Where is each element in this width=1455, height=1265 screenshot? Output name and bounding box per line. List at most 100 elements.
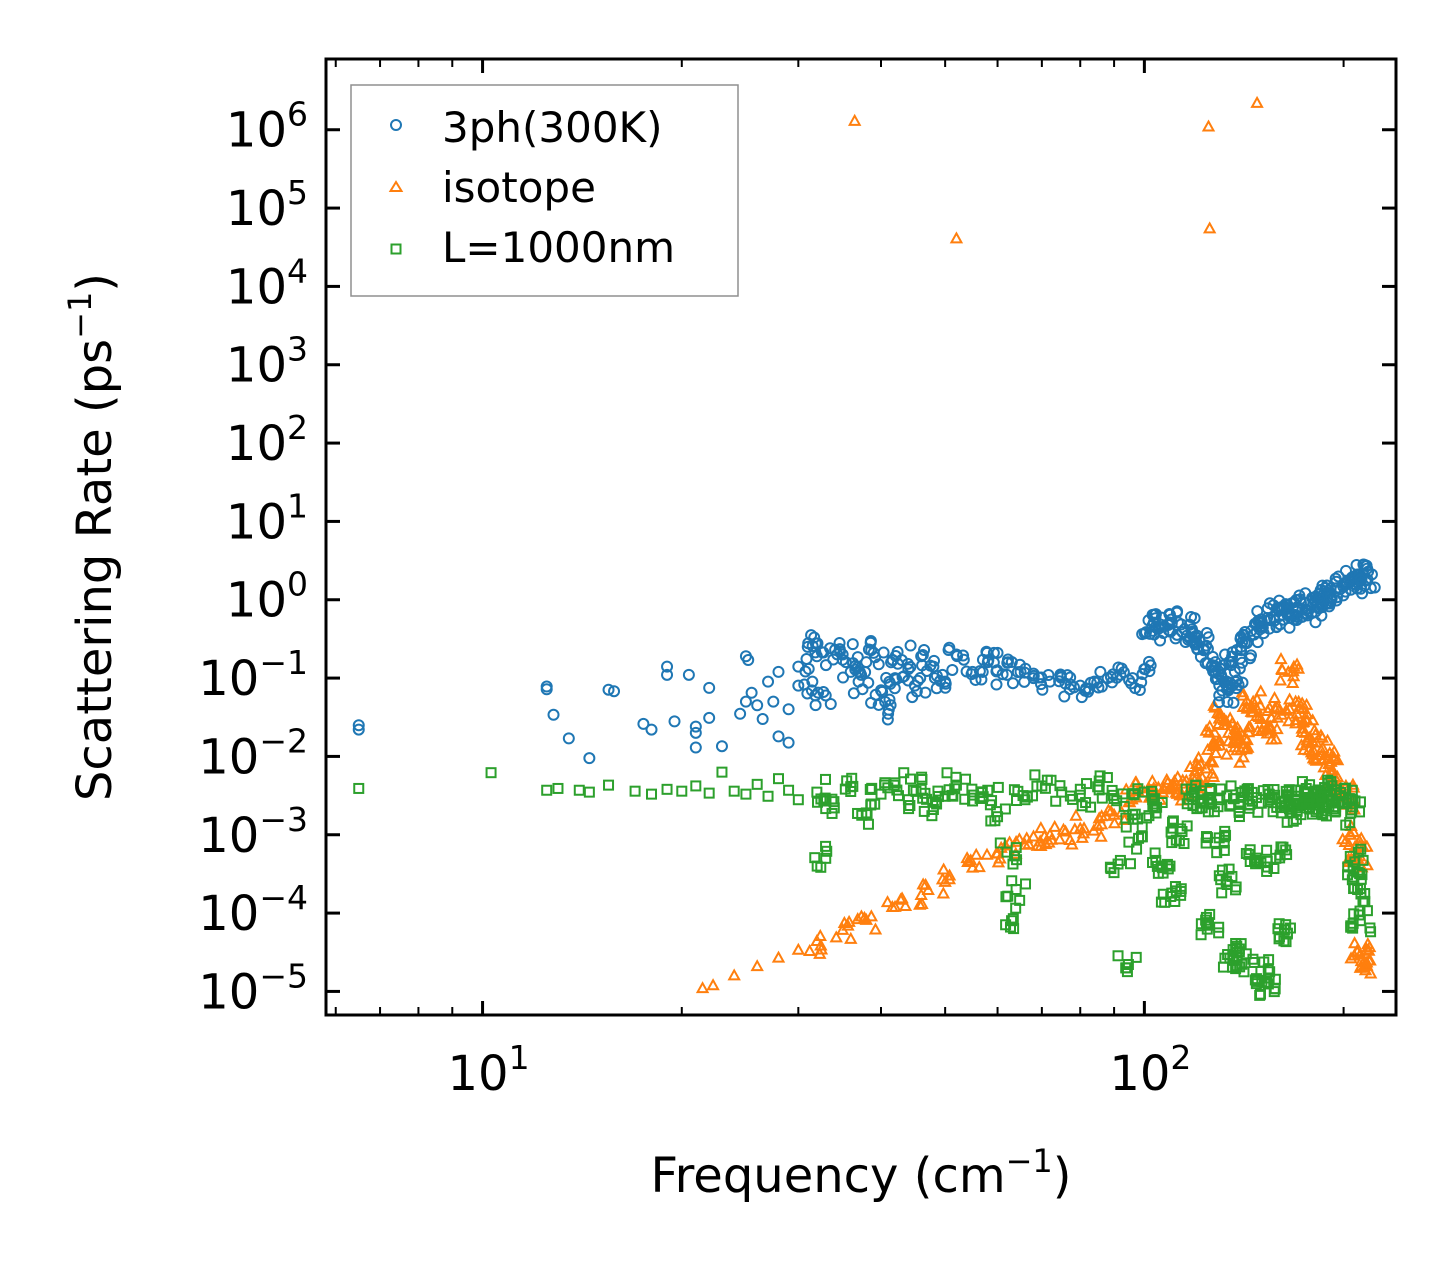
data-point-isotope [864,909,879,922]
data-point-isotope [1090,818,1105,831]
data-point-3ph-300k [1354,573,1367,586]
data-point-3ph-300k [859,666,872,679]
data-point-3ph-300k [1263,622,1276,635]
data-point-3ph-300k [1006,677,1019,690]
data-point-isotope [802,943,817,956]
data-point-l-1000nm [1348,908,1360,920]
data-point-l-1000nm [1354,806,1366,818]
data-point-3ph-300k [1227,696,1240,709]
data-point-3ph-300k [1219,658,1232,671]
data-point-isotope [1241,720,1256,733]
data-point-isotope [1195,770,1210,783]
data-point-l-1000nm [1248,956,1260,968]
data-point-l-1000nm [661,783,673,795]
data-point-l-1000nm [1167,822,1179,834]
data-point-isotope [1094,817,1109,830]
data-point-isotope [1209,746,1223,759]
data-point-l-1000nm [1233,811,1245,823]
data-point-3ph-300k [1274,602,1287,615]
data-point-isotope [964,853,978,866]
data-point-isotope [1189,756,1204,770]
data-point-isotope [898,898,913,912]
data-point-isotope [1279,703,1293,716]
data-point-3ph-300k [661,668,674,681]
data-point-isotope [965,860,980,873]
data-point-isotope [1056,822,1071,835]
axis-ticks [326,59,1396,1015]
data-point-l-1000nm [818,795,830,807]
data-point-l-1000nm [1050,795,1062,807]
data-point-isotope [1039,837,1053,850]
data-point-l-1000nm [1076,800,1088,812]
data-point-l-1000nm [1191,802,1203,814]
data-point-3ph-300k [824,698,837,711]
data-point-isotope [1206,769,1221,782]
data-point-l-1000nm [1054,780,1066,792]
data-point-isotope [1270,710,1285,723]
data-point-l-1000nm [985,815,997,827]
data-point-l-1000nm [1287,815,1299,827]
data-point-isotope [1229,723,1243,736]
data-point-l-1000nm [1261,844,1273,856]
data-point-l-1000nm [1263,972,1275,984]
data-point-l-1000nm [1074,783,1086,795]
data-point-l-1000nm [879,779,891,791]
data-point-3ph-300k [1191,643,1204,656]
data-point-3ph-300k [1361,573,1374,586]
data-point-isotope [1289,713,1303,726]
data-point-isotope [1240,733,1254,746]
data-point-3ph-300k [833,636,846,649]
data-point-isotope [791,942,806,955]
data-point-3ph-300k [1290,594,1303,607]
data-point-l-1000nm [1243,848,1255,860]
data-point-l-1000nm [865,798,877,810]
data-point-3ph-300k [352,719,365,732]
data-point-isotope [1330,753,1345,766]
data-point-isotope [1320,733,1335,746]
data-point-3ph-300k [645,723,658,736]
data-point-3ph-300k [1185,626,1198,639]
data-point-isotope [1227,735,1242,748]
data-point-l-1000nm [1029,769,1041,781]
data-point-3ph-300k [1005,656,1018,669]
data-point-isotope [1129,775,1143,788]
data-point-l-1000nm [1365,926,1377,938]
data-point-isotope [1282,692,1297,705]
data-point-isotope [1267,690,1282,704]
data-point-3ph-300k [689,726,702,739]
y-tick-label: 10−1 [198,643,308,707]
y-tick-label: 104 [226,251,308,315]
data-point-l-1000nm [1008,850,1020,862]
data-point-3ph-300k [852,665,865,678]
data-point-isotope [1205,754,1219,767]
data-point-l-1000nm [541,784,553,796]
data-point-l-1000nm [898,767,910,779]
data-point-isotope [1254,684,1268,697]
data-point-l-1000nm [1096,792,1108,804]
data-point-3ph-300k [806,675,819,688]
data-point-l-1000nm [1354,868,1366,880]
data-point-isotope [1300,713,1315,726]
data-point-3ph-300k [819,659,832,672]
data-point-3ph-300k [996,668,1009,681]
data-point-isotope [1217,712,1232,725]
data-point-isotope [814,938,828,951]
data-point-l-1000nm [991,806,1003,818]
data-point-l-1000nm [1269,983,1281,995]
data-point-3ph-300k [960,665,973,678]
data-point-isotope [1255,723,1270,736]
data-point-3ph-300k [1209,666,1222,679]
data-point-isotope [1167,774,1182,787]
data-point-3ph-300k [1094,665,1107,678]
data-point-l-1000nm [1247,953,1259,965]
data-point-l-1000nm [783,784,795,796]
data-point-3ph-300k [767,695,780,708]
data-point-l-1000nm [1255,797,1267,809]
data-point-3ph-300k [1273,594,1286,607]
data-point-3ph-300k [1256,621,1269,634]
data-point-isotope [857,910,872,923]
data-point-3ph-300k [1232,678,1245,691]
data-point-3ph-300k [1356,587,1369,600]
data-point-l-1000nm [866,782,878,794]
data-point-isotope [1229,725,1244,738]
